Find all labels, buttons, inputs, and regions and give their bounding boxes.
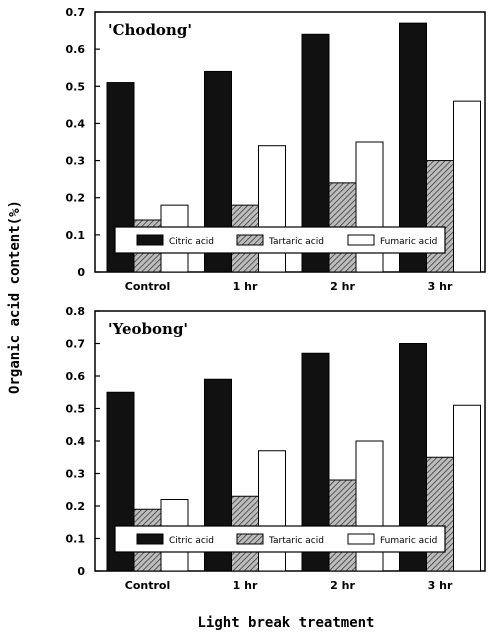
legend-box xyxy=(114,226,446,254)
panel-title: 'Chodong' xyxy=(108,21,192,39)
fumaric-bar-1-hr xyxy=(258,450,286,572)
tartaric-legend-label: Tartaric acid xyxy=(268,237,324,247)
category-label: Control xyxy=(125,280,170,293)
y-tick-label: 0.2 xyxy=(66,192,86,205)
plot-frame xyxy=(94,11,486,273)
panel-title: 'Yeobong' xyxy=(108,320,188,338)
x-axis-title: Light break treatment xyxy=(197,615,374,631)
y-tick-label: 0.6 xyxy=(66,43,86,56)
y-tick-label: 0.5 xyxy=(66,403,86,416)
citric-legend-label: Citric acid xyxy=(169,536,214,546)
category-label: 3 hr xyxy=(428,579,453,592)
citric-legend-swatch xyxy=(136,533,164,545)
category-label: 1 hr xyxy=(233,280,258,293)
tartaric-legend-swatch xyxy=(236,533,264,545)
category-label: 1 hr xyxy=(233,579,258,592)
y-axis-title: Organic acid content(%) xyxy=(7,200,23,394)
y-tick-label: 0 xyxy=(77,565,85,578)
legend-box xyxy=(114,525,446,553)
category-label: 2 hr xyxy=(330,280,355,293)
y-tick-label: 0.5 xyxy=(66,80,86,93)
y-tick-label: 0.3 xyxy=(66,468,86,481)
citric-legend-label: Citric acid xyxy=(169,237,214,247)
y-tick-label: 0.6 xyxy=(66,370,86,383)
category-label: 2 hr xyxy=(330,579,355,592)
fumaric-legend-swatch xyxy=(347,533,375,545)
fumaric-bar-3-hr xyxy=(453,100,481,273)
y-tick-label: 0.2 xyxy=(66,500,86,513)
fumaric-legend-label: Fumaric acid xyxy=(380,237,437,247)
fumaric-legend-label: Fumaric acid xyxy=(380,536,437,546)
fumaric-legend-swatch xyxy=(347,234,375,246)
tartaric-bar-3-hr xyxy=(426,456,454,572)
y-tick-label: 0.1 xyxy=(66,229,86,242)
tartaric-bar-3-hr xyxy=(426,160,454,273)
y-tick-label: 0.7 xyxy=(66,338,86,351)
tartaric-legend-swatch xyxy=(236,234,264,246)
y-tick-label: 0.3 xyxy=(66,155,86,168)
category-label: 3 hr xyxy=(428,280,453,293)
tartaric-legend-label: Tartaric acid xyxy=(268,536,324,546)
y-tick-label: 0.8 xyxy=(66,305,86,318)
y-tick-label: 0.4 xyxy=(66,117,86,130)
yeobong-panel: 0 0.1 0.2 0.3 0.4 0.5 0.6 0.7 0.8 Control 1 hr 2 hr… xyxy=(66,305,486,592)
citric-legend-swatch xyxy=(136,234,164,246)
y-tick-label: 0.4 xyxy=(66,435,86,448)
y-tick-label: 0.1 xyxy=(66,533,86,546)
fumaric-bar-3-hr xyxy=(453,404,481,572)
y-tick-label: 0 xyxy=(77,266,85,279)
y-tick-label: 0.7 xyxy=(66,6,86,19)
chodong-panel: 0 0.1 0.2 0.3 0.4 0.5 0.6 0.7 Control 1 hr 2 hr 3 h… xyxy=(66,6,486,293)
category-label: Control xyxy=(125,579,170,592)
